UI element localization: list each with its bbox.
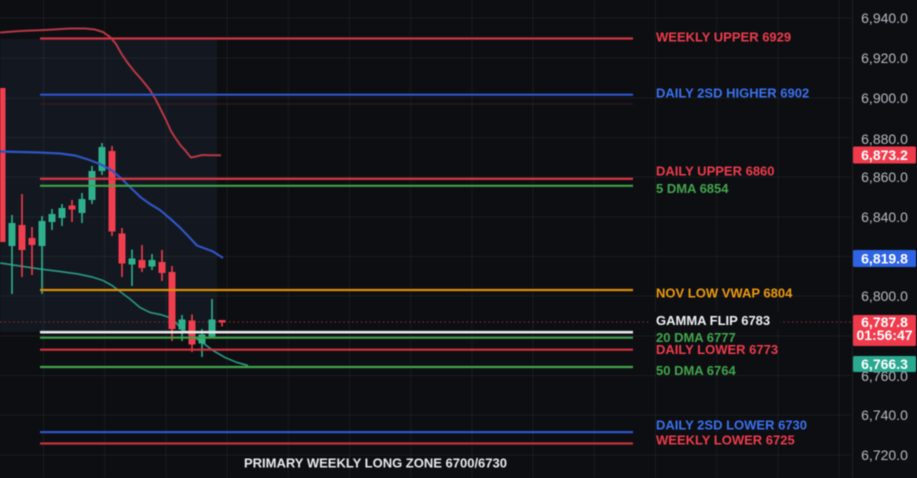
svg-text:NOV LOW VWAP 6804: NOV LOW VWAP 6804 — [656, 286, 793, 301]
svg-text:6,900.0: 6,900.0 — [861, 90, 908, 106]
svg-text:01:56:47: 01:56:47 — [856, 327, 912, 343]
svg-text:DAILY UPPER 6860: DAILY UPPER 6860 — [656, 164, 775, 179]
svg-text:GAMMA FLIP 6783: GAMMA FLIP 6783 — [656, 313, 770, 328]
svg-text:6,819.8: 6,819.8 — [861, 251, 908, 267]
svg-text:WEEKLY UPPER 6929: WEEKLY UPPER 6929 — [656, 30, 791, 45]
svg-text:DAILY LOWER 6773: DAILY LOWER 6773 — [656, 342, 778, 357]
svg-text:6,873.2: 6,873.2 — [861, 147, 908, 163]
svg-text:6,800.0: 6,800.0 — [861, 288, 908, 304]
svg-text:DAILY 2SD LOWER 6730: DAILY 2SD LOWER 6730 — [656, 418, 807, 433]
svg-text:6,860.0: 6,860.0 — [861, 169, 908, 185]
svg-text:6,787.8: 6,787.8 — [861, 314, 908, 330]
svg-text:20 DMA 6777: 20 DMA 6777 — [656, 330, 736, 345]
svg-text:6,740.0: 6,740.0 — [861, 407, 908, 423]
svg-text:5 DMA 6854: 5 DMA 6854 — [656, 181, 729, 196]
svg-text:6,766.3: 6,766.3 — [861, 356, 908, 372]
svg-text:6,920.0: 6,920.0 — [861, 50, 908, 66]
svg-text:6,880.0: 6,880.0 — [861, 131, 908, 147]
svg-text:DAILY 2SD HIGHER 6902: DAILY 2SD HIGHER 6902 — [656, 86, 809, 101]
svg-text:6,840.0: 6,840.0 — [861, 209, 908, 225]
svg-text:50 DMA 6764: 50 DMA 6764 — [656, 363, 736, 378]
svg-text:6,720.0: 6,720.0 — [861, 447, 908, 463]
svg-text:WEEKLY LOWER 6725: WEEKLY LOWER 6725 — [656, 433, 795, 448]
svg-text:PRIMARY WEEKLY LONG ZONE 6700/: PRIMARY WEEKLY LONG ZONE 6700/6730 — [244, 456, 507, 471]
svg-text:6,940.0: 6,940.0 — [861, 10, 908, 26]
